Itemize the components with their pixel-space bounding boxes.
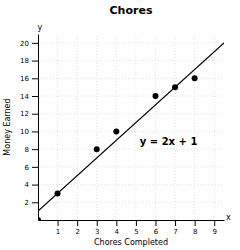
y-tick: 6 [25,164,38,172]
y-tick-mark [32,131,38,132]
scatter-point [94,146,100,152]
y-axis-line [38,35,39,221]
y-tick: 12 [20,110,38,118]
y-tick: 10 [20,128,38,136]
grid-line-x [194,34,195,220]
x-tick-label: 3 [95,228,99,236]
equation-background [139,135,199,148]
y-tick-mark [32,78,38,79]
x-tick-mark [175,220,176,226]
equation-label: y = 2x + 1 [140,136,198,147]
y-tick: 20 [20,40,38,48]
grid [38,34,224,220]
y-tick-label: 2 [25,199,29,207]
x-tick-mark [58,220,59,226]
grid-line-y [38,202,224,203]
y-tick-mark [32,114,38,115]
y-tick: 4 [25,181,38,189]
x-tick: 8 [193,220,197,236]
scatter-point [152,93,158,99]
y-tick-label: 6 [25,164,30,172]
x-axis-line [39,220,225,221]
grid-line-x [116,34,117,220]
y-tick-mark [32,149,38,150]
title: Chores [110,4,153,17]
grid-line-y [38,166,224,167]
chart: 1234567892468101214161820ChoresChores Co… [0,0,240,250]
y-tick-label: 8 [25,146,29,154]
grid-line-y [38,184,224,185]
grid-line-x [77,34,78,220]
grid-line-y [38,149,224,150]
grid-line-y [38,60,224,61]
x-tick-label: 4 [115,228,120,236]
marks [38,43,224,220]
y-tick-mark [32,43,38,44]
x-tick: 2 [75,220,79,236]
x-tick: 4 [115,220,120,236]
y-tick-label: 12 [20,110,29,118]
y-tick-mark [32,96,38,97]
x-tick-label: 7 [173,228,177,236]
x-tick: 7 [173,220,177,236]
y-axis: 2 4 6 8 10 12 14 16 18 20 [20,35,38,221]
grid-line-x [155,34,156,220]
x-tick-label: 9 [212,228,216,236]
x-tick-mark [116,220,117,226]
x-tick-label: 5 [134,228,138,236]
y-tick-label: 18 [20,57,29,65]
y-tick-label: 4 [25,181,30,189]
grid-line-x [214,34,215,220]
y-tick: 16 [20,75,38,83]
y-tick-label: 20 [20,40,29,48]
scatter-point [192,75,198,81]
x-tick-mark [77,220,78,226]
y-tick-mark [32,185,38,186]
grid-line-x [135,34,136,220]
grid-line-x [175,34,176,220]
y-tick-label: 10 [20,128,29,136]
y-tick: 8 [25,146,38,154]
grid-line-y [38,113,224,114]
trend-line [38,43,224,211]
x-axis: 1 2 3 4 5 6 7 8 9 [39,220,225,236]
x-tick: 1 [56,220,60,236]
x-tick: 3 [95,220,99,236]
y-tick-mark [32,202,38,203]
y-tick-label: 16 [20,75,29,83]
y-end-label: y [38,23,43,32]
annotations: y = 2x + 1 x y [38,23,231,222]
grid-line-x [96,34,97,220]
x-tick-mark [155,220,156,226]
x-tick: 5 [134,220,138,236]
x-tick: 9 [212,220,216,236]
x-tick-mark [136,220,137,226]
y-tick: 2 [25,199,38,207]
grid-line-y [38,96,224,97]
x-end-label: x [226,213,231,222]
y-tick: 14 [20,93,38,101]
y-tick: 18 [20,57,38,65]
x-tick-label: 1 [56,228,60,236]
x-tick-label: 2 [75,228,79,236]
x-axis-label: Chores Completed [94,238,168,247]
y-tick-mark [32,61,38,62]
x-tick-mark [195,220,196,226]
x-tick-mark [97,220,98,226]
x-tick: 6 [154,220,159,236]
x-tick-label: 8 [193,228,197,236]
x-tick-mark [214,220,215,226]
grid-line-y [38,131,224,132]
x-tick-label: 6 [154,228,159,236]
scatter-point [113,128,119,134]
y-axis-label: Money Earned [3,98,12,155]
grid-line-y [38,42,224,43]
y-tick-label: 14 [20,93,29,101]
y-tick-mark [32,167,38,168]
